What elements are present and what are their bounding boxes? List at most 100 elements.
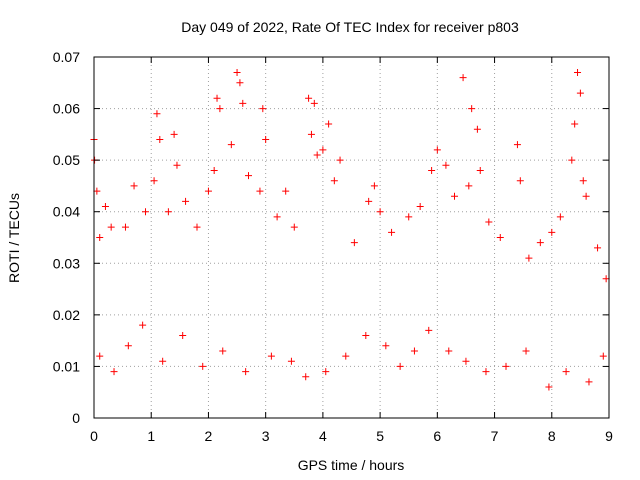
x-tick-label: 4 (319, 428, 327, 444)
x-axis-label: GPS time / hours (298, 457, 405, 473)
data-point (522, 347, 530, 355)
data-point (305, 94, 313, 102)
data-point (462, 357, 470, 365)
data-point (571, 120, 579, 128)
data-point (574, 68, 582, 76)
data-point (425, 326, 433, 334)
data-point (319, 146, 327, 154)
data-point (242, 368, 250, 376)
data-point (594, 244, 602, 252)
data-point (213, 94, 221, 102)
data-point (330, 177, 338, 185)
data-point (602, 275, 610, 283)
y-tick-label: 0.01 (53, 358, 80, 374)
data-point (325, 120, 333, 128)
data-point (164, 208, 172, 216)
data-point (525, 254, 533, 262)
data-point (245, 172, 252, 180)
data-point (121, 223, 129, 231)
y-tick-label: 0.07 (53, 49, 80, 65)
data-point (556, 213, 564, 221)
data-point (313, 151, 321, 159)
data-point (173, 161, 181, 169)
data-point (451, 192, 458, 200)
data-point (219, 347, 227, 355)
data-point (204, 187, 212, 195)
data-point (416, 203, 424, 211)
data-point (396, 362, 404, 370)
x-tick-label: 9 (605, 428, 613, 444)
x-tick-label: 6 (433, 428, 441, 444)
data-point (370, 182, 378, 190)
data-point (227, 141, 235, 149)
data-point (96, 352, 104, 360)
data-point (459, 74, 467, 82)
data-point (545, 383, 553, 391)
data-point (287, 357, 295, 365)
x-tick-label: 2 (205, 428, 213, 444)
data-point (142, 208, 149, 216)
data-point (428, 166, 436, 174)
data-point (473, 125, 481, 133)
data-point (210, 166, 218, 174)
data-point (267, 352, 275, 360)
data-point (236, 79, 244, 87)
data-point (273, 213, 281, 221)
data-point (259, 105, 267, 113)
data-point (153, 110, 161, 118)
data-point (282, 187, 290, 195)
data-point (442, 161, 450, 169)
data-point (179, 331, 187, 339)
chart-title: Day 049 of 2022, Rate Of TEC Index for r… (181, 19, 519, 35)
x-tick-label: 7 (491, 428, 499, 444)
data-point (568, 156, 576, 164)
data-point (307, 130, 315, 138)
data-point (239, 99, 247, 107)
data-point (582, 192, 590, 200)
data-point (170, 130, 178, 138)
data-point (262, 136, 270, 144)
data-point (485, 218, 493, 226)
data-point (336, 156, 344, 164)
data-point (342, 352, 350, 360)
data-point (139, 321, 147, 329)
data-point (433, 146, 441, 154)
y-tick-label: 0.02 (53, 307, 80, 323)
data-point (159, 357, 167, 365)
data-point (96, 234, 104, 241)
y-tick-label: 0.06 (53, 101, 80, 117)
data-point (548, 228, 556, 236)
data-point (310, 99, 318, 107)
grid-lines (94, 57, 609, 418)
data-point (216, 105, 224, 113)
data-point (124, 342, 132, 350)
data-point (468, 105, 476, 113)
data-point (599, 352, 607, 360)
x-tick-label: 5 (376, 428, 384, 444)
plot-frame (93, 56, 610, 419)
data-point (496, 234, 504, 241)
data-point (365, 197, 373, 205)
data-point (376, 208, 384, 216)
data-point (322, 368, 330, 376)
data-point (513, 141, 521, 149)
data-point (93, 187, 101, 195)
data-point (410, 347, 418, 355)
data-point (362, 331, 370, 339)
data-point (101, 203, 109, 211)
axis-ticks: 0 1 2 3 4 5 6 7 8 9 0 0.01 0.02 0.03 0.04 0.05 0.06 0.07 (53, 49, 613, 444)
x-tick-label: 0 (90, 428, 98, 444)
data-point (130, 182, 138, 190)
data-point (150, 177, 158, 185)
data-point (199, 362, 207, 370)
data-point (562, 368, 570, 376)
data-point (382, 342, 390, 350)
data-point (302, 373, 310, 381)
x-tick-label: 3 (262, 428, 270, 444)
data-point (536, 239, 544, 247)
y-tick-label: 0.03 (53, 255, 80, 271)
x-tick-label: 1 (147, 428, 155, 444)
data-point (516, 177, 524, 185)
x-tick-label: 8 (548, 428, 556, 444)
